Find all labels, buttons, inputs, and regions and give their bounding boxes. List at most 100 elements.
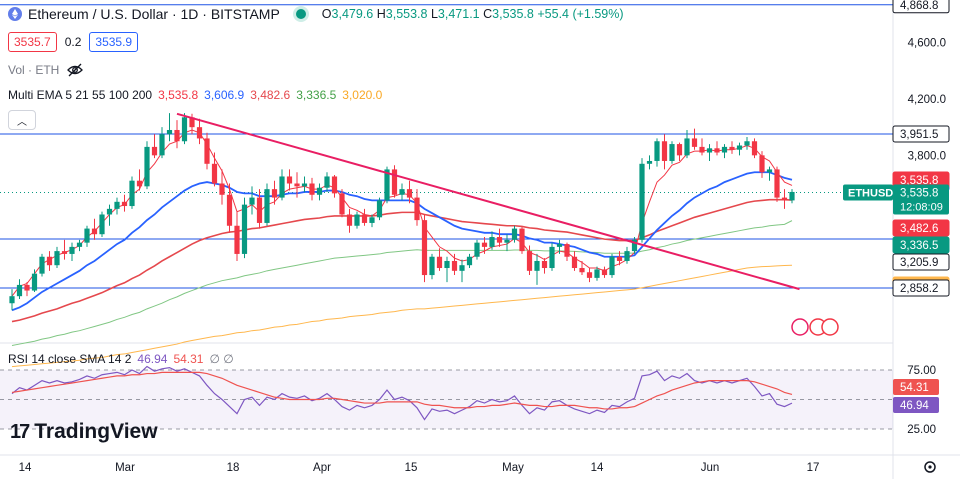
price-label-box[interactable] — [892, 0, 950, 14]
rsi-ma-line[interactable] — [11, 371, 793, 410]
symbol-title[interactable]: Ethereum / U.S. Dollar · 1D · BITSTAMP — [28, 6, 280, 22]
candle[interactable] — [256, 197, 263, 223]
candle[interactable] — [489, 237, 495, 247]
candle[interactable] — [234, 225, 240, 254]
candle[interactable] — [774, 169, 780, 198]
candle[interactable] — [144, 146, 150, 187]
symbol-tag[interactable] — [843, 184, 893, 201]
candle[interactable] — [699, 146, 705, 153]
eye-hidden-icon[interactable] — [67, 63, 84, 77]
candle[interactable] — [76, 242, 83, 247]
candle[interactable] — [241, 204, 248, 254]
candle[interactable] — [504, 239, 510, 243]
candle[interactable] — [99, 214, 105, 235]
price-label-box[interactable] — [892, 125, 950, 143]
price-label-box[interactable] — [892, 236, 950, 254]
candle[interactable] — [669, 144, 675, 161]
candle[interactable] — [91, 228, 98, 235]
ema55-line[interactable] — [11, 198, 793, 323]
candle[interactable] — [211, 163, 218, 184]
candle[interactable] — [429, 256, 435, 276]
last-price-tag[interactable] — [893, 184, 949, 215]
sell-button[interactable]: 3535.7 — [8, 32, 57, 52]
candle[interactable] — [136, 180, 143, 187]
tradingview-logo[interactable]: 17 TradingView — [10, 420, 158, 443]
settings-gear-icon[interactable] — [924, 461, 936, 473]
candle[interactable] — [781, 197, 788, 201]
candle[interactable] — [264, 189, 270, 223]
candle[interactable] — [324, 176, 330, 188]
rsi-legend[interactable]: RSI 14 close SMA 14 2 46.94 54.31 ∅ ∅ — [8, 352, 234, 366]
price-label-box[interactable] — [892, 219, 950, 237]
candle[interactable] — [691, 138, 698, 147]
candle[interactable] — [436, 256, 443, 269]
candle[interactable] — [339, 193, 345, 215]
candle[interactable] — [376, 200, 383, 218]
candle[interactable] — [189, 117, 195, 128]
candle[interactable] — [579, 268, 585, 273]
collapse-legend-button[interactable]: ︿ — [8, 110, 36, 130]
rsi-ma-label-box[interactable] — [893, 379, 939, 395]
candle[interactable] — [114, 201, 120, 209]
candle[interactable] — [361, 214, 368, 223]
candle[interactable] — [346, 214, 353, 226]
candle[interactable] — [286, 176, 293, 184]
candle[interactable] — [294, 183, 300, 187]
candle[interactable] — [751, 141, 758, 156]
candle[interactable] — [556, 244, 563, 247]
candle[interactable] — [684, 138, 690, 156]
candle[interactable] — [789, 191, 795, 201]
trendline[interactable] — [176, 112, 800, 291]
candle[interactable] — [639, 163, 645, 240]
candle[interactable] — [616, 256, 623, 261]
candle[interactable] — [676, 144, 683, 156]
candle[interactable] — [24, 284, 30, 291]
candle[interactable] — [46, 256, 53, 266]
candle[interactable] — [249, 197, 255, 205]
candle[interactable] — [69, 246, 75, 254]
price-label-box[interactable] — [892, 279, 950, 297]
candle[interactable] — [631, 239, 638, 252]
candle[interactable] — [609, 256, 615, 276]
candle[interactable] — [541, 260, 548, 269]
candle[interactable] — [391, 169, 398, 195]
candle[interactable] — [406, 189, 413, 198]
candle[interactable] — [601, 269, 608, 276]
candle[interactable] — [121, 201, 128, 207]
candle[interactable] — [316, 187, 323, 195]
candle[interactable] — [496, 237, 503, 243]
candle[interactable] — [706, 148, 713, 153]
rsi-value-label-box[interactable] — [893, 397, 939, 413]
candle[interactable] — [174, 129, 180, 142]
candle[interactable] — [646, 160, 653, 164]
candle[interactable] — [661, 141, 668, 161]
candle[interactable] — [714, 148, 720, 153]
candle[interactable] — [129, 180, 135, 207]
candle[interactable] — [279, 176, 285, 198]
candle[interactable] — [399, 189, 405, 195]
us-flag-event-icon[interactable] — [821, 318, 839, 336]
volume-legend[interactable]: Vol · ETH — [8, 63, 84, 77]
candle[interactable] — [196, 127, 203, 139]
candle[interactable] — [534, 260, 540, 271]
candle[interactable] — [151, 146, 158, 156]
candle[interactable] — [466, 256, 473, 266]
candle[interactable] — [571, 256, 578, 269]
candle[interactable] — [451, 260, 458, 271]
candle[interactable] — [226, 194, 233, 226]
candle[interactable] — [736, 145, 743, 150]
candle[interactable] — [301, 183, 308, 187]
candle[interactable] — [166, 129, 173, 135]
candle[interactable] — [759, 155, 765, 173]
candle[interactable] — [54, 251, 60, 266]
price-label-box[interactable] — [892, 253, 950, 271]
candle[interactable] — [369, 217, 375, 223]
candle[interactable] — [204, 138, 210, 164]
candle[interactable] — [444, 260, 450, 269]
candle[interactable] — [511, 228, 518, 240]
candle[interactable] — [181, 117, 188, 142]
candle[interactable] — [39, 256, 45, 274]
flash-event-icon[interactable] — [791, 318, 809, 336]
candle[interactable] — [586, 272, 593, 278]
candle[interactable] — [331, 176, 338, 194]
